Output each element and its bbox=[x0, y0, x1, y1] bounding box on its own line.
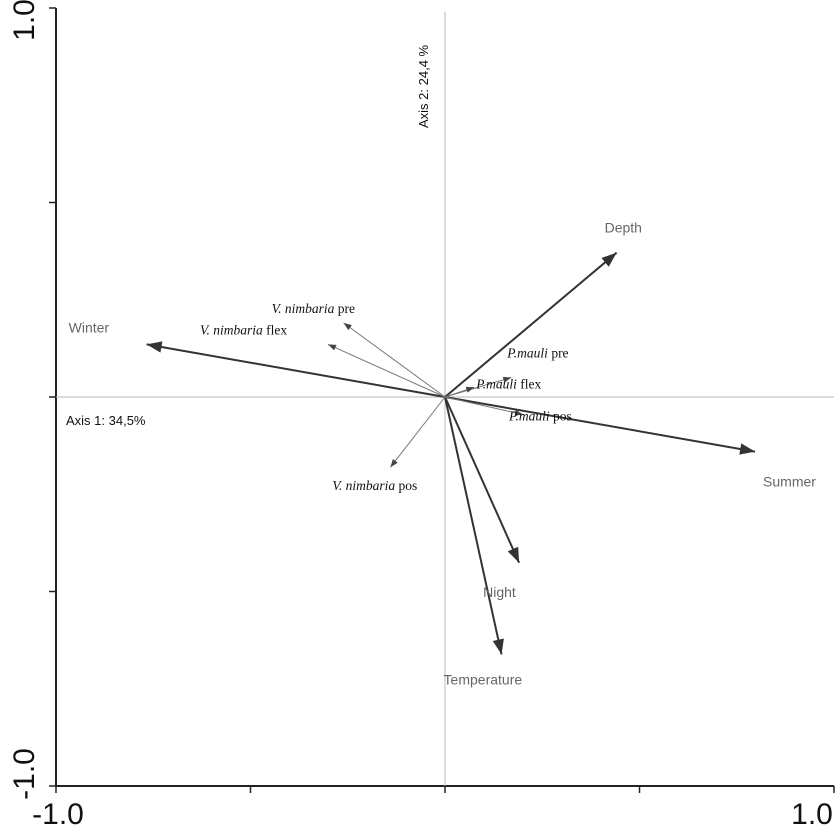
species-vector-label: P.mauli pre bbox=[506, 346, 568, 361]
species-stage: flex bbox=[263, 322, 288, 337]
species-vector-arrowhead bbox=[502, 376, 512, 383]
x-axis-title: Axis 1: 34,5% bbox=[66, 413, 146, 428]
species-name: V. nimbaria bbox=[272, 301, 335, 316]
species-vector-line bbox=[390, 396, 446, 468]
species-stage: pre bbox=[334, 301, 355, 316]
vectors bbox=[146, 251, 756, 655]
env-vector-label: Night bbox=[483, 584, 516, 600]
species-vector-arrowhead bbox=[343, 322, 352, 331]
env-vector-line bbox=[444, 396, 756, 453]
species-vector-line bbox=[444, 396, 524, 416]
y-tick-label-bottom: -1.0 bbox=[8, 748, 41, 800]
env-vector-arrowhead bbox=[492, 638, 504, 655]
x-tick-label-left: -1.0 bbox=[32, 798, 84, 831]
species-name: V. nimbaria bbox=[200, 322, 263, 337]
species-name: P.mauli bbox=[475, 376, 517, 391]
species-vector-line bbox=[327, 343, 446, 398]
env-vector-line bbox=[444, 396, 503, 655]
env-vector-line bbox=[146, 343, 446, 398]
ticks bbox=[49, 7, 835, 793]
species-stage: flex bbox=[517, 376, 542, 391]
species-vector-arrowhead bbox=[465, 386, 475, 393]
species-vector-label: V. nimbaria pre bbox=[272, 301, 355, 316]
species-vector-label: P.mauli flex bbox=[475, 376, 541, 391]
env-vector-label: Temperature bbox=[444, 671, 523, 687]
env-vector-arrowhead bbox=[146, 341, 163, 353]
vector-labels: Depth Winter Summer Night Temperature V. nimb… bbox=[69, 220, 817, 688]
env-vector-label: Summer bbox=[763, 474, 816, 490]
y-axis-title: Axis 2: 24,4 % bbox=[416, 44, 431, 128]
x-tick-label-right: 1.0 bbox=[791, 798, 833, 831]
species-name: V. nimbaria bbox=[332, 478, 395, 493]
species-vector-label: P.mauli pos bbox=[508, 409, 572, 424]
species-stage: pos bbox=[550, 409, 572, 424]
env-vector-arrowhead bbox=[601, 252, 617, 267]
species-vector-label: V. nimbaria flex bbox=[200, 322, 287, 337]
species-name: P.mauli bbox=[506, 346, 548, 361]
env-vector-line bbox=[444, 396, 521, 564]
species-stage: pos bbox=[395, 478, 417, 493]
species-name: P.mauli bbox=[508, 409, 550, 424]
env-vector-arrowhead bbox=[507, 546, 520, 563]
y-tick-label-top: 1.0 bbox=[8, 0, 41, 41]
species-vector-arrowhead bbox=[514, 409, 523, 416]
env-vector-arrowhead bbox=[739, 443, 756, 455]
species-vector-line bbox=[343, 322, 446, 398]
species-stage: pre bbox=[548, 346, 569, 361]
species-vector-label: V. nimbaria pos bbox=[332, 478, 417, 493]
env-vector-label: Winter bbox=[69, 319, 110, 335]
env-vector-label: Depth bbox=[605, 220, 642, 236]
species-vector-arrowhead bbox=[390, 459, 398, 468]
env-vector-line bbox=[444, 251, 618, 398]
species-vector-arrowhead bbox=[328, 344, 337, 351]
